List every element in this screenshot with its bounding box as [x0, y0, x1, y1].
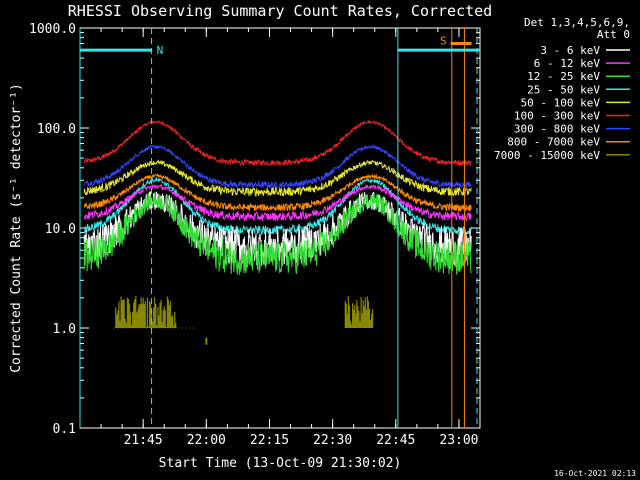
legend-label: 3 - 6 keV — [540, 44, 600, 57]
flag-label-n: N — [157, 44, 164, 57]
legend-label: 25 - 50 keV — [527, 83, 600, 96]
x-axis-label: Start Time (13-Oct-09 21:30:02) — [159, 456, 402, 471]
x-tick-label: 22:15 — [250, 433, 289, 448]
series-line-800-7000-keV — [83, 172, 472, 213]
legend-label: 800 - 7000 keV — [507, 136, 600, 149]
legend-label: 50 - 100 keV — [521, 96, 601, 109]
series-line-300-800-keV — [83, 143, 472, 190]
flag-label-s: S — [440, 34, 447, 47]
footer-timestamp: 16-Oct-2021 02:13 — [554, 469, 636, 478]
chart-title: RHESSI Observing Summary Count Rates, Co… — [68, 2, 492, 20]
x-tick-label: 22:30 — [313, 433, 352, 448]
legend-label: 12 - 25 keV — [527, 70, 600, 83]
series-bursts-7000-15000-keV — [115, 295, 177, 328]
y-tick-label: 10.0 — [45, 222, 76, 237]
y-tick-label: 1.0 — [53, 322, 76, 337]
y-tick-label: 1000.0 — [29, 22, 76, 37]
legend-label: 300 - 800 keV — [514, 123, 600, 136]
series-line-12-25-keV — [83, 192, 472, 275]
x-tick-label: 21:45 — [124, 433, 163, 448]
series-line-6-12-keV — [83, 183, 472, 222]
x-tick-label: 22:00 — [187, 433, 226, 448]
series-bursts-7000-15000-keV — [344, 296, 374, 328]
y-tick-label: 100.0 — [37, 122, 76, 137]
legend-label: 7000 - 15000 keV — [494, 149, 600, 162]
y-tick-label: 0.1 — [53, 422, 76, 437]
y-axis-label: Corrected Count Rate (s⁻¹ detector⁻¹) — [9, 83, 24, 373]
x-tick-label: 22:45 — [376, 433, 415, 448]
legend-label: 6 - 12 keV — [534, 57, 601, 70]
x-tick-label: 23:00 — [439, 433, 478, 448]
plot-area: 0.1 1.0 10.0 100.0 1000.0 21:45 22:00 22:15 22:3… — [29, 22, 481, 448]
series-line-50-100-keV — [83, 159, 472, 198]
series-line-100-300-keV — [83, 119, 472, 167]
legend-header-line: Att 0 — [597, 28, 630, 41]
legend-label: 100 - 300 keV — [514, 110, 600, 123]
legend-header-line: Det 1,3,4,5,6,9, — [524, 16, 630, 29]
